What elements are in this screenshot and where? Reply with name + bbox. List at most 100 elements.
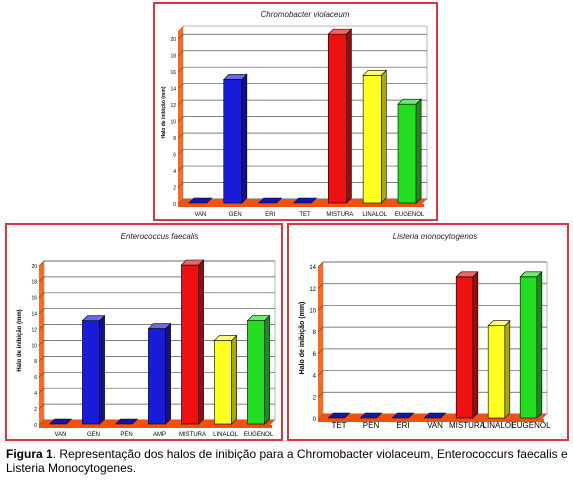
chart-side-wall	[178, 26, 183, 204]
figure-caption: Figura 1. Representação dos halos de ini…	[6, 447, 568, 475]
x-category-label: PEN	[120, 432, 132, 438]
x-category-label: VAN	[55, 432, 67, 438]
bar-side	[231, 334, 237, 425]
bar-front	[181, 264, 199, 425]
y-tick-label: 10	[31, 343, 37, 349]
gridline-side	[317, 370, 324, 376]
y-tick-label: 14	[31, 311, 37, 317]
bar-front	[362, 75, 382, 204]
bar	[455, 271, 479, 419]
bar	[327, 412, 351, 419]
chart-chromobacter: Chromobacter violaceum 0 2 4 6 8 10 12 14 16 18 20 H…	[161, 10, 428, 218]
gridline-side	[38, 324, 45, 330]
bar	[423, 412, 447, 419]
gridline-side	[38, 276, 45, 283]
chart-enterococcus: Enterococcus faecalis 0 2 4 6 8 10 12 14 16 18 20 Ha…	[17, 232, 276, 438]
y-tick-label: 0	[34, 423, 37, 429]
bar	[359, 412, 383, 419]
x-category-label: LINALOL	[362, 212, 387, 218]
x-category-label: TET	[299, 212, 311, 218]
gridline-side	[38, 260, 45, 267]
bar-front	[247, 320, 265, 425]
bar-top	[222, 74, 248, 80]
gridline-side	[38, 356, 45, 362]
y-tick-label: 4	[313, 374, 317, 380]
y-axis-label: Halo de inibição (mm)	[161, 86, 167, 138]
gridline-side	[177, 66, 184, 73]
y-tick-label: 2	[173, 185, 176, 191]
bar-top	[423, 412, 447, 419]
y-axis-label: Halo de inibição (mm)	[17, 309, 23, 371]
gridline-side	[38, 372, 45, 378]
y-tick-label: 10	[170, 119, 176, 125]
bar-top	[213, 335, 238, 341]
bar	[213, 334, 238, 425]
bar	[362, 69, 388, 204]
bar-front	[455, 276, 474, 419]
x-category-label: ERI	[265, 212, 275, 218]
bar	[188, 197, 213, 204]
chart-side-wall	[318, 262, 323, 419]
bar-side	[380, 69, 387, 204]
chart-back-wall	[182, 25, 428, 200]
y-tick-label: 2	[34, 407, 37, 413]
y-tick-label: 10	[309, 309, 316, 315]
bar-front	[148, 328, 166, 425]
chart-floor-front	[178, 204, 424, 207]
gridline-side	[317, 348, 324, 355]
gridline-side	[177, 165, 184, 172]
bar-front	[223, 79, 243, 204]
chart-panel-listeria: Listeria monocytogenos 0 2 4 6 8 10 12 14 Halo de…	[287, 223, 569, 441]
bar-top	[246, 315, 271, 321]
bar	[397, 98, 422, 204]
bar	[391, 412, 415, 419]
y-tick-label: 18	[170, 53, 176, 59]
bar-top	[48, 418, 73, 425]
gridline-side	[177, 149, 184, 155]
chart-back-wall	[322, 261, 548, 415]
y-tick-label: 18	[31, 280, 37, 286]
x-category-label: GEN	[229, 212, 242, 218]
bar-side	[198, 259, 204, 425]
bar	[292, 197, 318, 204]
bar-top	[327, 412, 351, 419]
gridline-side	[38, 308, 45, 314]
bar	[327, 28, 353, 204]
chart-panel-chromobacter: Chromobacter violaceum 0 2 4 6 8 10 12 14 16 18 20 H…	[153, 2, 438, 221]
x-category-label: EUGENOL	[395, 212, 425, 218]
chart-floor-front	[318, 419, 544, 422]
bar-top	[519, 271, 543, 278]
gridline-side	[317, 326, 324, 333]
caption-text: . Representação dos halos de inibição pa…	[6, 447, 568, 475]
gridline-side	[38, 340, 45, 346]
bar-top	[188, 197, 213, 204]
x-category-label: PEN	[363, 421, 380, 430]
x-category-label: LINALOL	[483, 421, 516, 430]
gridline-side	[38, 292, 45, 299]
bar-top	[359, 412, 383, 419]
gridline-side	[38, 403, 45, 410]
bar	[519, 271, 543, 419]
y-tick-label: 8	[34, 359, 37, 365]
bar-front	[214, 340, 232, 425]
bar-front	[397, 103, 417, 204]
y-tick-label: 12	[170, 103, 176, 109]
bar	[257, 197, 283, 204]
bar-top	[147, 323, 172, 329]
bar-front	[82, 320, 100, 425]
bar-side	[472, 271, 479, 419]
x-category-label: VAN	[427, 421, 443, 430]
bar-top	[391, 412, 415, 419]
bar-top	[327, 28, 353, 35]
chart-title: Enterococcus faecalis	[121, 232, 199, 241]
x-category-label: VAN	[194, 212, 206, 218]
gridline-side	[317, 392, 324, 398]
gridline-side	[177, 99, 184, 106]
bar-top	[397, 98, 422, 105]
chart-panel-enterococcus: Enterococcus faecalis 0 2 4 6 8 10 12 14 16 18 20 Ha…	[5, 223, 283, 441]
bar-top	[487, 320, 511, 327]
gridline-side	[177, 33, 184, 40]
bar-side	[415, 98, 422, 204]
gridline-side	[38, 387, 45, 394]
x-category-label: MISTURA	[449, 421, 486, 430]
